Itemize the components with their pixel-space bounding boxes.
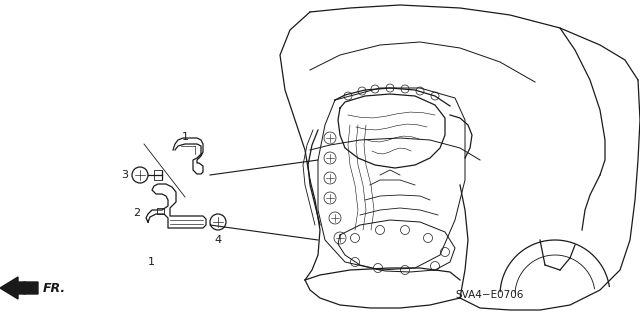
Text: 1: 1 (148, 256, 155, 267)
Text: 2: 2 (133, 208, 140, 218)
Text: FR.: FR. (43, 281, 66, 294)
Text: 1: 1 (182, 132, 189, 142)
Polygon shape (0, 277, 38, 299)
Text: SVA4−E0706: SVA4−E0706 (456, 290, 524, 300)
Text: 3: 3 (121, 170, 128, 180)
Text: 4: 4 (214, 235, 221, 245)
